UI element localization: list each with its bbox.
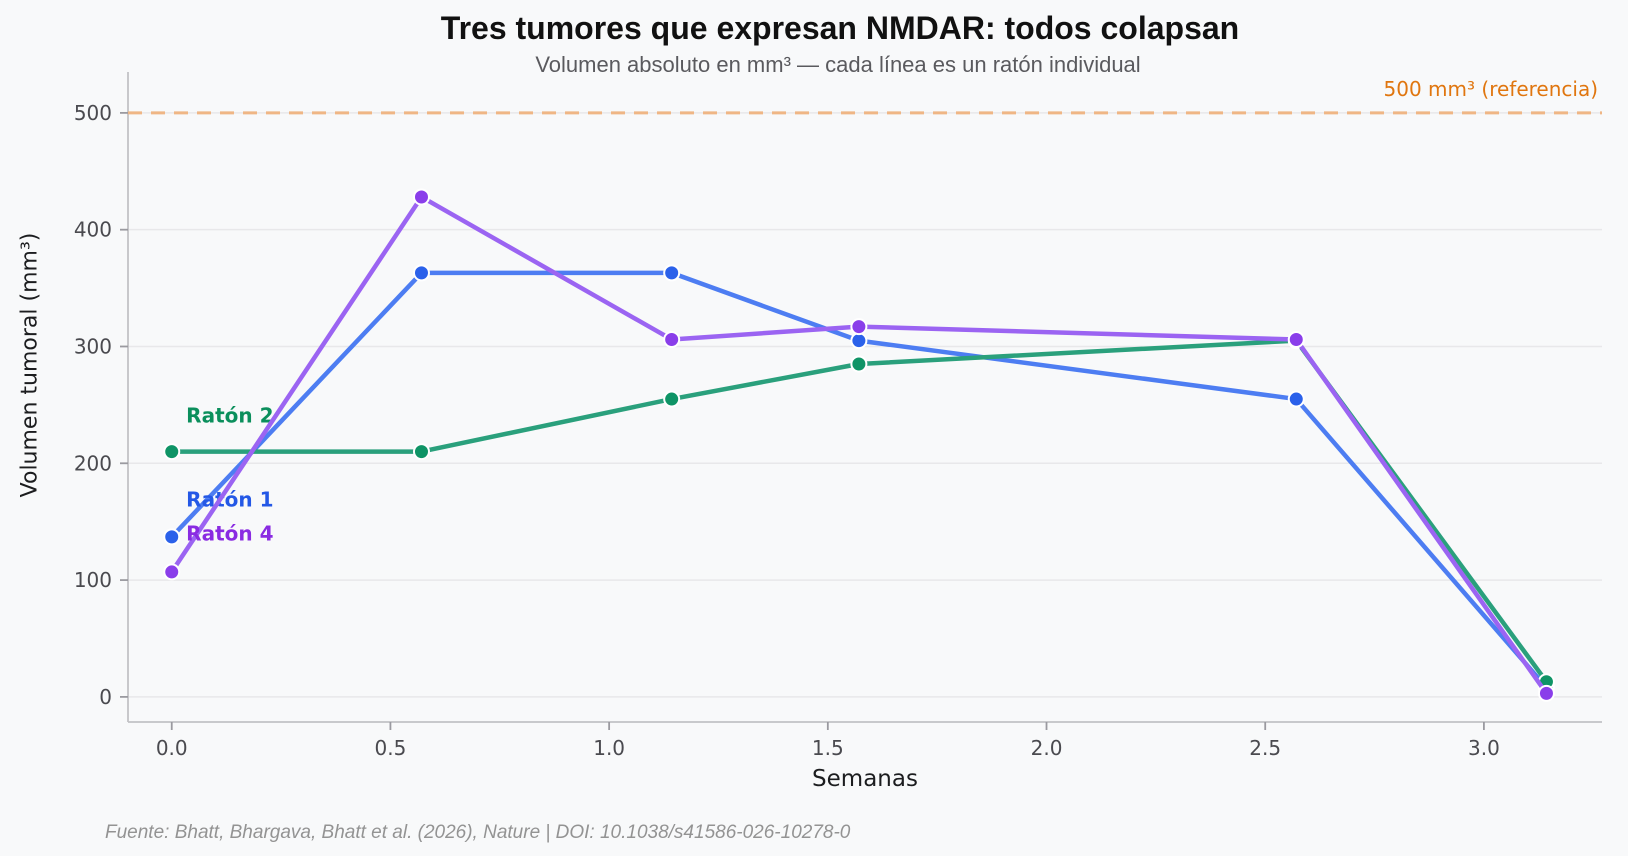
x-tick-label: 2.0 bbox=[1031, 736, 1063, 760]
y-tick-label: 300 bbox=[74, 334, 112, 358]
data-point-rat-n-2 bbox=[663, 390, 681, 408]
data-point-rat-n-4 bbox=[850, 318, 868, 336]
y-tick-label: 200 bbox=[74, 451, 112, 475]
series-label-rat-n-1: Ratón 1 bbox=[186, 487, 273, 511]
data-point-rat-n-4 bbox=[412, 188, 430, 206]
series-line-rat-n-4 bbox=[169, 194, 1549, 696]
x-axis-label: Semanas bbox=[812, 766, 918, 792]
x-tick-label: 2.5 bbox=[1249, 736, 1281, 760]
data-point-rat-n-4 bbox=[663, 330, 681, 348]
source-footer: Fuente: Bhatt, Bhargava, Bhatt et al. (2… bbox=[105, 822, 851, 843]
y-tick-label: 100 bbox=[74, 568, 112, 592]
y-axis-label: Volumen tumoral (mm³) bbox=[17, 232, 43, 498]
data-point-rat-n-1 bbox=[1287, 390, 1305, 408]
reference-line-label: 500 mm³ (referencia) bbox=[1383, 77, 1598, 101]
chart-subtitle: Volumen absoluto en mm³ — cada línea es … bbox=[535, 52, 1141, 77]
data-point-rat-n-1 bbox=[163, 528, 181, 546]
series-label-rat-n-2: Ratón 2 bbox=[186, 403, 273, 427]
data-point-rat-n-1 bbox=[663, 264, 681, 282]
x-tick-label: 0.5 bbox=[375, 736, 407, 760]
data-point-rat-n-4 bbox=[1537, 684, 1555, 702]
data-point-rat-n-4 bbox=[1287, 330, 1305, 348]
y-tick-label: 400 bbox=[74, 218, 112, 242]
y-tick-label: 500 bbox=[74, 101, 112, 125]
x-tick-label: 1.0 bbox=[593, 736, 625, 760]
x-tick-label: 3.0 bbox=[1468, 736, 1500, 760]
data-point-rat-n-2 bbox=[850, 355, 868, 373]
data-point-rat-n-1 bbox=[850, 332, 868, 350]
series-line-rat-n-2 bbox=[169, 338, 1549, 684]
x-tick-label: 0.0 bbox=[156, 736, 188, 760]
chart-title: Tres tumores que expresan NMDAR: todos c… bbox=[440, 10, 1240, 46]
data-point-rat-n-2 bbox=[412, 443, 430, 461]
data-point-rat-n-1 bbox=[412, 264, 430, 282]
data-point-rat-n-2 bbox=[163, 443, 181, 461]
series-line-rat-n-1 bbox=[169, 270, 1549, 690]
series-label-rat-n-4: Ratón 4 bbox=[186, 521, 273, 545]
y-tick-label: 0 bbox=[99, 685, 112, 709]
data-point-rat-n-4 bbox=[163, 563, 181, 581]
x-tick-label: 1.5 bbox=[812, 736, 844, 760]
